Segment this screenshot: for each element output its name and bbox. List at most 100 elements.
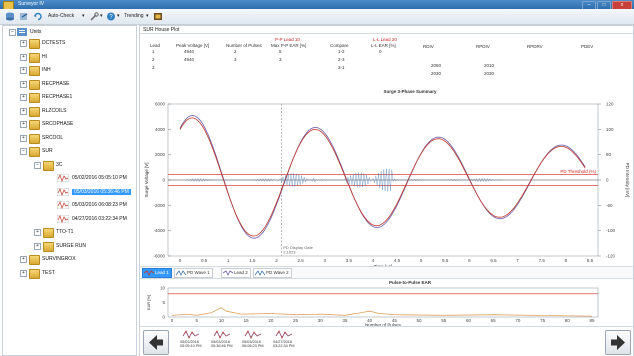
legend-pd-wave-1[interactable]: PD Wave 1 <box>174 268 213 278</box>
table-cell: 4940 <box>184 57 195 62</box>
svg-text:?: ? <box>109 15 113 21</box>
help-dropdown-icon[interactable]: ▾ <box>117 13 120 19</box>
pd-wave-1 <box>184 168 502 192</box>
units-icon <box>17 28 27 36</box>
expand-icon[interactable]: + <box>20 80 27 88</box>
folder-icon <box>29 39 40 49</box>
x-tick-label: 80 <box>565 318 571 323</box>
y-tick-label: 6000 <box>155 102 166 107</box>
expand-icon[interactable]: + <box>20 256 27 263</box>
tree-item[interactable]: 05/03/2016 05:36:46 PM <box>57 187 131 197</box>
surge-chart-title: Surge 3-Phase Summary <box>383 89 437 94</box>
x-tick-label: 5.5 <box>442 258 449 263</box>
tree-item-label: SRCOOL <box>42 134 64 141</box>
tree-item[interactable]: − 3C <box>34 160 62 171</box>
expand-icon[interactable]: + <box>20 121 27 128</box>
x-tick-label: 0 <box>179 258 182 263</box>
tree-item[interactable]: − SUR <box>20 146 53 157</box>
help-icon[interactable]: ? <box>106 12 116 21</box>
y-tick-label: 5 <box>162 300 165 305</box>
auto-check-button[interactable]: Auto-Check <box>48 13 75 19</box>
tree-item[interactable]: 05/02/2016 05:05:10 PM <box>57 173 127 183</box>
cursor-label: PD Display Gate <box>283 245 313 250</box>
tree-item[interactable]: + RECPHASE <box>20 79 70 90</box>
x-tick-label: 8 <box>565 258 568 263</box>
plot-area <box>167 287 599 318</box>
tree-item[interactable]: 05/03/2016 06:08:23 PM <box>57 200 127 210</box>
expand-icon[interactable]: + <box>20 94 27 101</box>
collapse-icon[interactable]: − <box>34 161 41 169</box>
export-icon[interactable] <box>19 12 29 21</box>
x-tick-label: 65 <box>491 318 497 323</box>
expand-icon[interactable]: + <box>20 53 27 61</box>
results-tab[interactable]: SUR House Plot <box>140 26 633 34</box>
table-header: Max P-P EAR [%] <box>271 43 307 48</box>
history-time: 06:08:23 PM <box>242 344 264 348</box>
wrench-dropdown-icon[interactable]: ▾ <box>100 13 103 19</box>
tree-item[interactable]: + RLZCOILS <box>20 106 66 117</box>
database-icon[interactable] <box>5 12 15 21</box>
tree-item[interactable]: + SRCOPHASE <box>20 119 73 130</box>
expand-icon[interactable]: + <box>20 269 27 277</box>
legend-label: Lead 2 <box>234 270 248 275</box>
legend-lead-1[interactable]: Lead 1 <box>142 268 172 278</box>
table-cell: 2 <box>234 49 237 54</box>
surge-test-icon <box>57 214 69 223</box>
legend-lead-2[interactable]: Lead 2 <box>221 268 251 278</box>
history-item[interactable]: 04/27/2016 03:22:34 PM <box>273 330 295 348</box>
x-tick-label: 5 <box>195 318 198 323</box>
y-tick-label: 0 <box>162 315 165 320</box>
tree-item-label: 05/02/2016 05:05:10 PM <box>72 175 127 181</box>
x-axis-label: Number of Pulses <box>365 323 402 327</box>
tree-item[interactable]: 04/27/2016 03:22:34 PM <box>57 214 127 224</box>
history-date: 05/03/2016 <box>211 340 231 344</box>
expand-icon[interactable]: + <box>34 229 41 236</box>
surge-test-icon <box>244 330 262 339</box>
report-icon[interactable] <box>153 12 163 21</box>
tree-item-label: 05/03/2016 05:36:46 PM <box>72 188 131 195</box>
unit-tree: − Units + DCTESTS + HI + INH + RECPHASE + RECPHAS… <box>2 25 137 356</box>
folder-icon <box>29 106 40 117</box>
tree-item[interactable]: + SURGE RUN <box>34 241 86 252</box>
tree-item[interactable]: + INH <box>20 65 51 76</box>
trending-button[interactable]: Trending <box>124 13 144 19</box>
history-item[interactable]: 05/02/2016 05:05:10 PM <box>180 330 202 348</box>
legend-pd-wave-2[interactable]: PD Wave 2 <box>253 268 292 278</box>
history-item[interactable]: 05/03/2016 06:08:23 PM <box>242 330 264 348</box>
previous-button[interactable] <box>143 330 169 355</box>
folder-icon <box>29 66 40 76</box>
y-axis-label: Surge Voltage [V] <box>144 162 149 197</box>
y-right-axis-label: PD Intensity [mV] <box>625 163 630 198</box>
tree-item[interactable]: + TTO-T1 <box>34 227 73 238</box>
expand-icon[interactable]: + <box>20 40 27 47</box>
history-item[interactable]: 05/03/2016 05:36:46 PM <box>211 330 233 348</box>
x-tick-label: 60 <box>466 318 472 323</box>
tree-item-label: SURVINGROX <box>42 256 76 262</box>
tree-item[interactable]: + DCTESTS <box>20 38 65 49</box>
wrench-icon[interactable] <box>89 12 99 21</box>
expand-icon[interactable]: + <box>20 134 27 142</box>
tree-item[interactable]: + SRCOOL <box>20 133 64 144</box>
y-tick-label: 4000 <box>155 127 166 132</box>
tree-item[interactable]: + HI <box>20 52 47 63</box>
title-bar: Surveyor IV – □ x <box>0 0 634 10</box>
tree-item[interactable]: + SURVINGROX <box>20 254 76 265</box>
table-cell: 0 <box>379 49 382 54</box>
tree-item[interactable]: + TEST <box>20 268 55 279</box>
expand-icon[interactable]: + <box>20 107 27 115</box>
auto-check-dropdown-icon[interactable]: ▾ <box>82 13 85 19</box>
expand-icon[interactable]: + <box>20 67 27 74</box>
x-tick-label: 7 <box>516 258 519 263</box>
collapse-icon[interactable]: − <box>20 148 27 155</box>
next-button[interactable] <box>605 330 631 355</box>
history-strip: 05/02/2016 05:05:10 PM 05/03/2016 05:36:46 … <box>140 326 633 356</box>
trending-dropdown-icon[interactable]: ▾ <box>146 13 149 19</box>
window-title: Surveyor IV <box>18 1 45 7</box>
legend-label: Lead 1 <box>155 270 169 275</box>
expand-icon[interactable]: + <box>34 242 41 250</box>
history-time: 05:36:46 PM <box>211 344 233 348</box>
tree-item[interactable]: + RECPHASE1 <box>20 92 72 103</box>
tree-root[interactable]: − Units <box>9 27 41 37</box>
refresh-icon[interactable] <box>33 12 43 21</box>
collapse-icon[interactable]: − <box>9 29 16 36</box>
